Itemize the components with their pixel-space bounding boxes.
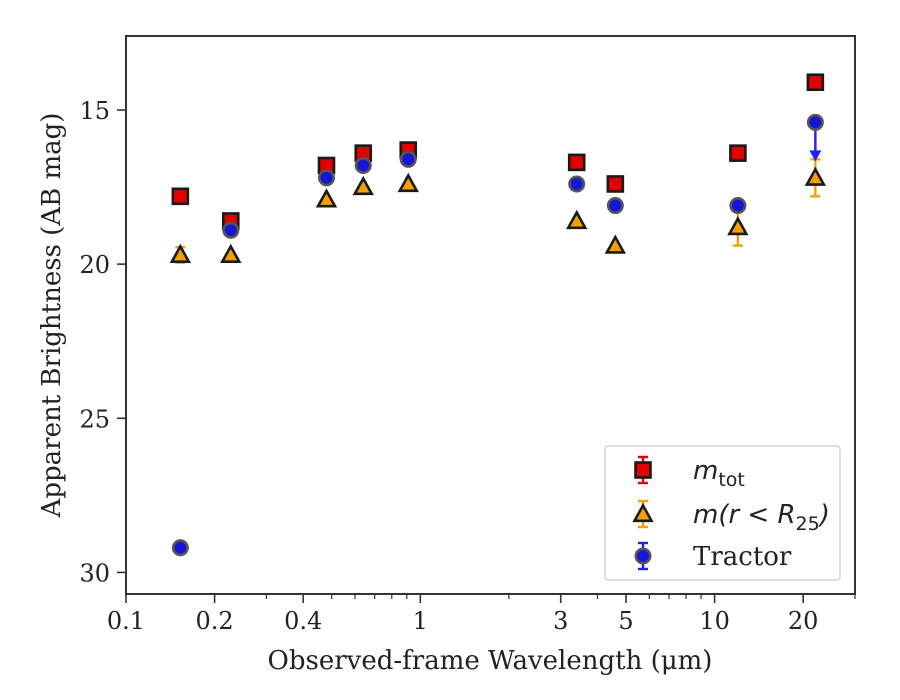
triangle-marker <box>727 215 749 236</box>
x-axis-label: Observed-frame Wavelength (μm) <box>268 646 713 676</box>
triangle-marker <box>220 243 242 263</box>
upper-limit-arrowhead <box>809 150 822 162</box>
triangle-marker <box>397 172 419 193</box>
x-tick-label: 0.4 <box>284 607 322 635</box>
axis-ticks: 0.1 0.2 0.4 1 3 5 10 20 15 20 25 30 <box>79 97 856 635</box>
circle-marker <box>354 156 372 174</box>
series-circle <box>171 113 824 557</box>
y-tick-label: 20 <box>79 251 110 279</box>
plot-area <box>125 35 856 595</box>
data-marks <box>169 73 827 557</box>
circle-marker <box>171 539 189 557</box>
x-tick-label: 0.2 <box>196 607 234 635</box>
legend-label: m(r < R25) <box>693 500 830 535</box>
legend-label: Tractor <box>693 542 792 572</box>
circle-marker <box>568 175 586 193</box>
square-marker <box>806 73 825 92</box>
legend-triangle-marker <box>632 502 654 523</box>
square-marker <box>567 153 586 172</box>
x-tick-label: 1 <box>413 607 428 635</box>
square-marker <box>729 144 747 162</box>
series-triangle <box>169 158 827 264</box>
y-tick-label: 30 <box>79 559 110 587</box>
triangle-marker <box>804 166 827 186</box>
x-tick-label: 5 <box>618 607 633 635</box>
y-tick-label: 15 <box>79 97 110 125</box>
circle-marker <box>222 221 240 239</box>
circle-marker <box>729 197 747 215</box>
triangle-marker <box>604 234 627 254</box>
legend-square-marker <box>634 461 652 479</box>
circle-marker <box>806 113 824 131</box>
triangle-marker <box>352 175 374 196</box>
y-tick-label: 25 <box>79 405 110 433</box>
x-tick-label: 10 <box>699 607 730 635</box>
triangle-marker <box>565 209 588 230</box>
circle-marker <box>317 169 335 187</box>
circle-marker <box>606 197 624 215</box>
square-marker <box>606 175 625 193</box>
triangle-marker <box>315 188 338 208</box>
y-axis-label: Apparent Brightness (AB mag) <box>37 113 67 519</box>
x-tick-label: 3 <box>553 607 568 635</box>
square-marker <box>171 187 190 206</box>
triangle-marker <box>169 243 192 263</box>
x-tick-label: 0.1 <box>107 607 145 635</box>
circle-marker <box>399 150 417 168</box>
legend: mtot m(r < R25) Tractor <box>604 445 841 581</box>
legend-label: mtot <box>693 456 745 491</box>
legend-box <box>604 445 841 581</box>
x-tick-label: 20 <box>788 607 819 635</box>
legend-circle-marker <box>634 547 652 565</box>
